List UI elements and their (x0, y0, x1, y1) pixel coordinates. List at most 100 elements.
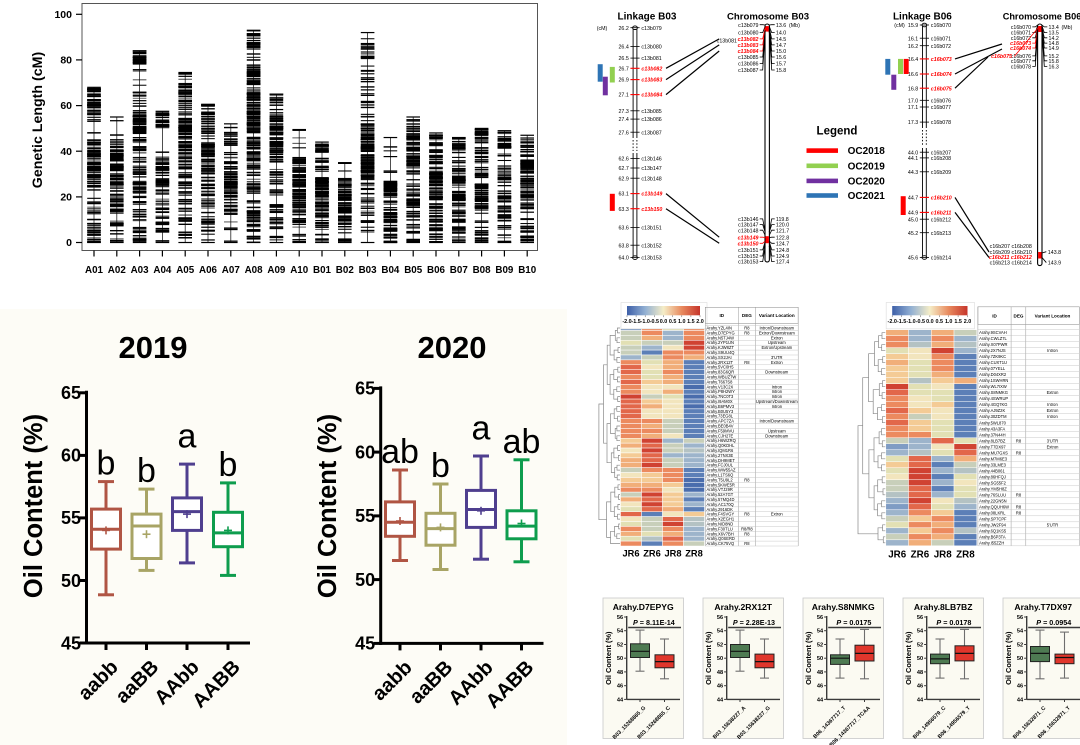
svg-text:Arahy.DH9MET: Arahy.DH9MET (707, 458, 736, 463)
svg-text:R8: R8 (744, 326, 750, 331)
svg-text:b: b (97, 445, 116, 483)
svg-text:15.2: 15.2 (1049, 54, 1059, 60)
svg-text:Arahy.FCJ0UL: Arahy.FCJ0UL (707, 463, 734, 468)
svg-text:-1.5: -1.5 (631, 319, 640, 325)
svg-text:Arahy.73EG8L: Arahy.73EG8L (707, 414, 734, 419)
svg-text:56: 56 (617, 615, 623, 621)
svg-text:P = 0.0175: P = 0.0175 (836, 618, 871, 627)
svg-text:56: 56 (917, 615, 923, 621)
svg-text:Arahy.2916DK: Arahy.2916DK (707, 507, 734, 512)
svg-text:Arahy.P8H2WY: Arahy.P8H2WY (707, 389, 736, 394)
svg-text:Arahy.Q0SERD: Arahy.Q0SERD (707, 536, 735, 541)
svg-text:(cM): (cM) (894, 23, 905, 29)
svg-text:Arahy.CUXT1U: Arahy.CUXT1U (979, 360, 1007, 365)
svg-text:OC2018: OC2018 (848, 146, 886, 157)
svg-text:a: a (472, 410, 491, 448)
svg-text:55: 55 (61, 508, 81, 528)
svg-text:Arahy.08LKRL: Arahy.08LKRL (979, 510, 1006, 515)
svg-text:13.4: 13.4 (1049, 25, 1059, 31)
svg-text:Arahy.30ZDTM: Arahy.30ZDTM (979, 414, 1007, 419)
svg-text:c13b085: c13b085 (738, 55, 758, 61)
svg-text:Arahy.V13C2X: Arahy.V13C2X (707, 384, 734, 389)
svg-text:ID: ID (720, 313, 725, 318)
svg-text:R8: R8 (744, 541, 750, 546)
svg-text:Extron: Extron (771, 335, 784, 340)
svg-text:Arahy.F59MVU: Arahy.F59MVU (707, 428, 735, 433)
svg-text:Arahy.QQUH6W: Arahy.QQUH6W (979, 504, 1009, 509)
svg-text:Intron: Intron (1047, 402, 1058, 407)
svg-text:c13b153: c13b153 (738, 260, 758, 266)
svg-text:c13b151: c13b151 (738, 248, 758, 254)
svg-text:A07: A07 (222, 265, 241, 276)
svg-text:JR8: JR8 (934, 550, 953, 561)
svg-text:Arahy.D7EPYG: Arahy.D7EPYG (707, 330, 735, 335)
svg-text:c16b211 c16b212: c16b211 c16b212 (989, 255, 1032, 261)
svg-text:Arahy.F4SVGY: Arahy.F4SVGY (707, 512, 735, 517)
svg-text:OC2020: OC2020 (848, 176, 886, 187)
svg-text:Arahy.AC170Q: Arahy.AC170Q (707, 502, 734, 507)
svg-text:1.5: 1.5 (954, 319, 962, 325)
svg-text:-0.5: -0.5 (650, 319, 659, 325)
svg-text:c16b207: c16b207 (931, 150, 951, 156)
svg-text:50: 50 (817, 656, 823, 662)
svg-text:127.4: 127.4 (776, 260, 789, 266)
svg-text:2.0: 2.0 (964, 319, 972, 325)
svg-text:P = 0.0954: P = 0.0954 (1036, 618, 1071, 627)
svg-text:Oil Content (%): Oil Content (%) (314, 414, 342, 598)
svg-text:0.0: 0.0 (660, 319, 668, 325)
svg-text:Intron: Intron (772, 394, 783, 399)
svg-text:P = 2.28E-13: P = 2.28E-13 (733, 618, 775, 627)
svg-text:45: 45 (61, 633, 81, 653)
svg-text:(cM): (cM) (597, 26, 608, 32)
svg-text:Oil Content (%): Oil Content (%) (20, 414, 48, 598)
svg-text:R8: R8 (744, 330, 750, 335)
svg-text:Arahy.X6V7BH: Arahy.X6V7BH (707, 531, 734, 536)
svg-text:B09: B09 (495, 265, 514, 276)
svg-text:c16b072: c16b072 (1011, 36, 1031, 42)
svg-text:45.0: 45.0 (908, 217, 918, 223)
svg-text:52: 52 (817, 643, 823, 649)
svg-text:c16b073: c16b073 (931, 57, 952, 63)
svg-text:62.9: 62.9 (618, 176, 628, 182)
svg-text:Arahy.5WL870: Arahy.5WL870 (979, 420, 1006, 425)
svg-text:Intron: Intron (1047, 414, 1058, 419)
svg-text:62.6: 62.6 (618, 157, 628, 163)
svg-text:48: 48 (817, 670, 823, 676)
svg-text:R8: R8 (744, 531, 750, 536)
svg-text:Arahy.22GN5N: Arahy.22GN5N (979, 498, 1006, 503)
svg-text:0: 0 (66, 237, 72, 249)
svg-text:3'UTR: 3'UTR (1047, 438, 1059, 443)
svg-text:c13b147: c13b147 (738, 223, 758, 229)
svg-text:124.8: 124.8 (776, 248, 789, 254)
svg-text:OC2021: OC2021 (848, 191, 886, 202)
svg-text:Arahy.H6WZRQ: Arahy.H6WZRQ (707, 438, 736, 443)
svg-text:c13b149: c13b149 (738, 235, 759, 241)
svg-text:0.5: 0.5 (936, 319, 944, 325)
svg-text:Arahy.M7M6E3: Arahy.M7M6E3 (979, 456, 1008, 461)
svg-text:B10: B10 (518, 265, 537, 276)
svg-text:44: 44 (817, 697, 824, 703)
svg-text:Oil Content (%): Oil Content (%) (704, 631, 713, 685)
svg-text:c16b213: c16b213 (931, 231, 951, 237)
svg-text:Arahy.D7EPYG: Arahy.D7EPYG (613, 602, 674, 612)
svg-text:Arahy.WBUZ7W: Arahy.WBUZ7W (707, 375, 737, 380)
svg-text:Arahy.SG55F2: Arahy.SG55F2 (979, 480, 1006, 485)
svg-text:c16b070: c16b070 (1011, 25, 1031, 31)
svg-text:Arahy.VTJ29R: Arahy.VTJ29R (707, 487, 733, 492)
svg-text:52: 52 (1017, 643, 1023, 649)
svg-text:c16b073: c16b073 (1010, 41, 1031, 47)
svg-text:Arahy.76SLUU: Arahy.76SLUU (979, 492, 1006, 497)
svg-text:50: 50 (917, 656, 923, 662)
svg-text:54: 54 (1017, 629, 1024, 635)
svg-text:44: 44 (717, 697, 724, 703)
svg-text:Arahy.2X7NJS: Arahy.2X7NJS (979, 348, 1006, 353)
svg-text:26.4: 26.4 (618, 45, 628, 51)
svg-text:2020: 2020 (418, 330, 487, 365)
svg-text:46: 46 (817, 684, 823, 690)
svg-text:Arahy.57MQ4D: Arahy.57MQ4D (707, 497, 735, 502)
svg-text:Arahy.IQM1R6: Arahy.IQM1R6 (707, 448, 734, 453)
svg-text:Arahy.I55ZZH: Arahy.I55ZZH (979, 540, 1004, 545)
svg-text:Arahy.MU7GXS: Arahy.MU7GXS (979, 450, 1008, 455)
svg-text:Downstream: Downstream (765, 433, 789, 438)
svg-text:17.1: 17.1 (908, 105, 918, 111)
